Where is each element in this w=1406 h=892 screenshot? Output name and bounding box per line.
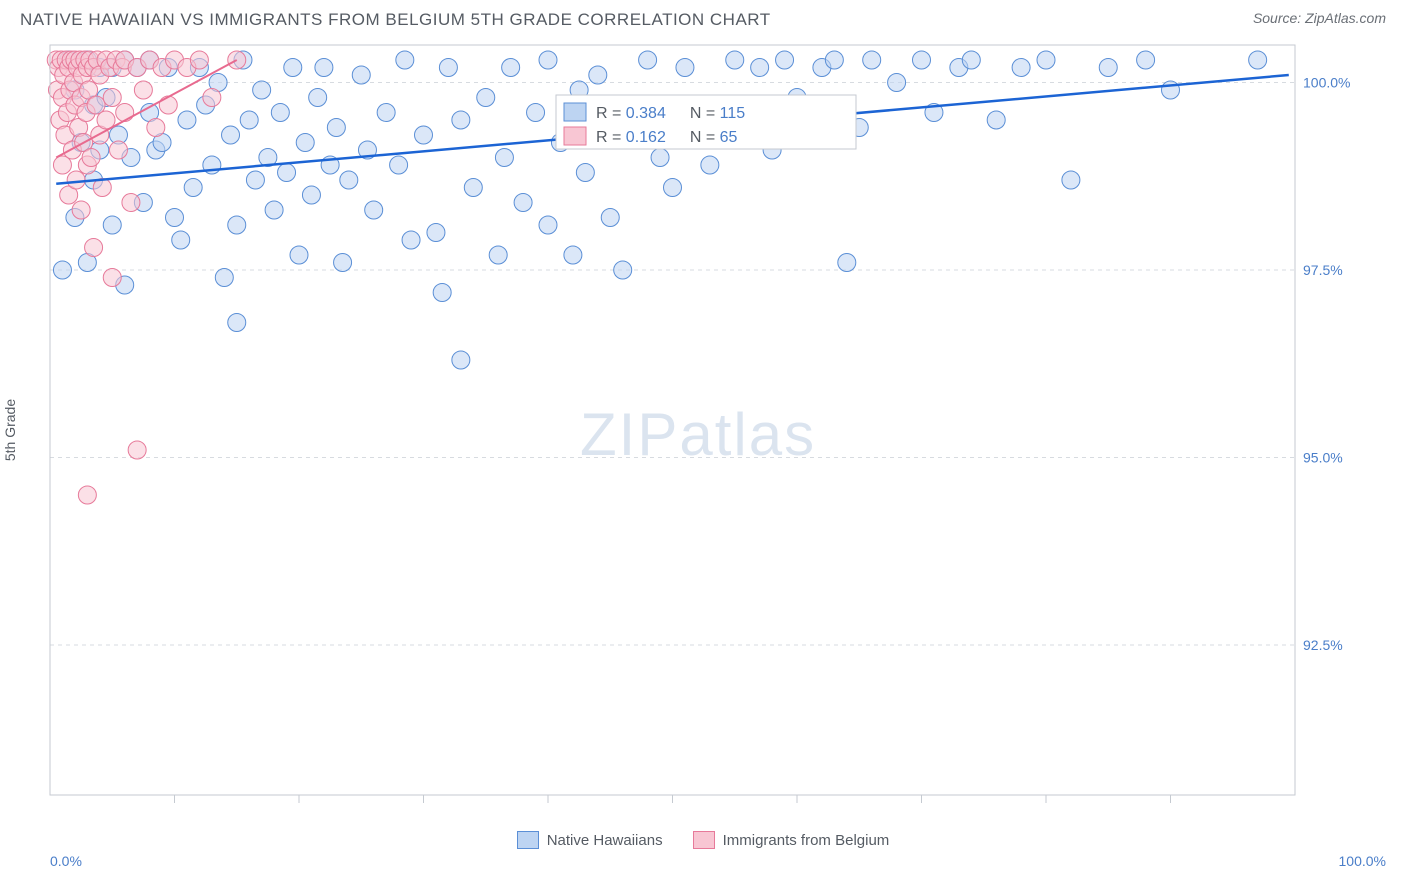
legend-correlation-box: R = 0.384N = 115R = 0.162N = 65 [556,95,856,149]
legend-label: Native Hawaiians [547,832,663,849]
x-tick-max: 100.0% [1339,853,1386,869]
legend-swatch-blue [517,831,539,849]
svg-text:95.0%: 95.0% [1303,450,1343,466]
grid-layer: 92.5% 95.0% 97.5% 100.0% [50,75,1350,654]
legend-swatch-pink [693,831,715,849]
scatter-chart: 92.5% 95.0% 97.5% 100.0% ZIPatlas R = 0.384… [20,35,1360,825]
x-axis-labels: 0.0% 100.0% [50,853,1386,869]
svg-text:100.0%: 100.0% [1303,75,1350,91]
legend-bottom: Native Hawaiians Immigrants from Belgium [0,831,1406,849]
chart-container: 5th Grade 92.5%95.0%97.5%100.0% ZIPatlas… [20,35,1386,825]
legend-item-native-hawaiians: Native Hawaiians [517,831,663,849]
chart-title: NATIVE HAWAIIAN VS IMMIGRANTS FROM BELGI… [20,10,771,30]
legend-item-immigrants-belgium: Immigrants from Belgium [693,831,890,849]
svg-text:97.5%: 97.5% [1303,262,1343,278]
chart-source: Source: ZipAtlas.com [1253,10,1386,26]
chart-header: NATIVE HAWAIIAN VS IMMIGRANTS FROM BELGI… [0,0,1406,35]
svg-text:92.5%: 92.5% [1303,637,1343,653]
x-tick-min: 0.0% [50,853,82,869]
watermark: ZIPatlas [580,401,816,468]
y-axis-label: 5th Grade [2,399,18,461]
legend-label: Immigrants from Belgium [723,832,890,849]
